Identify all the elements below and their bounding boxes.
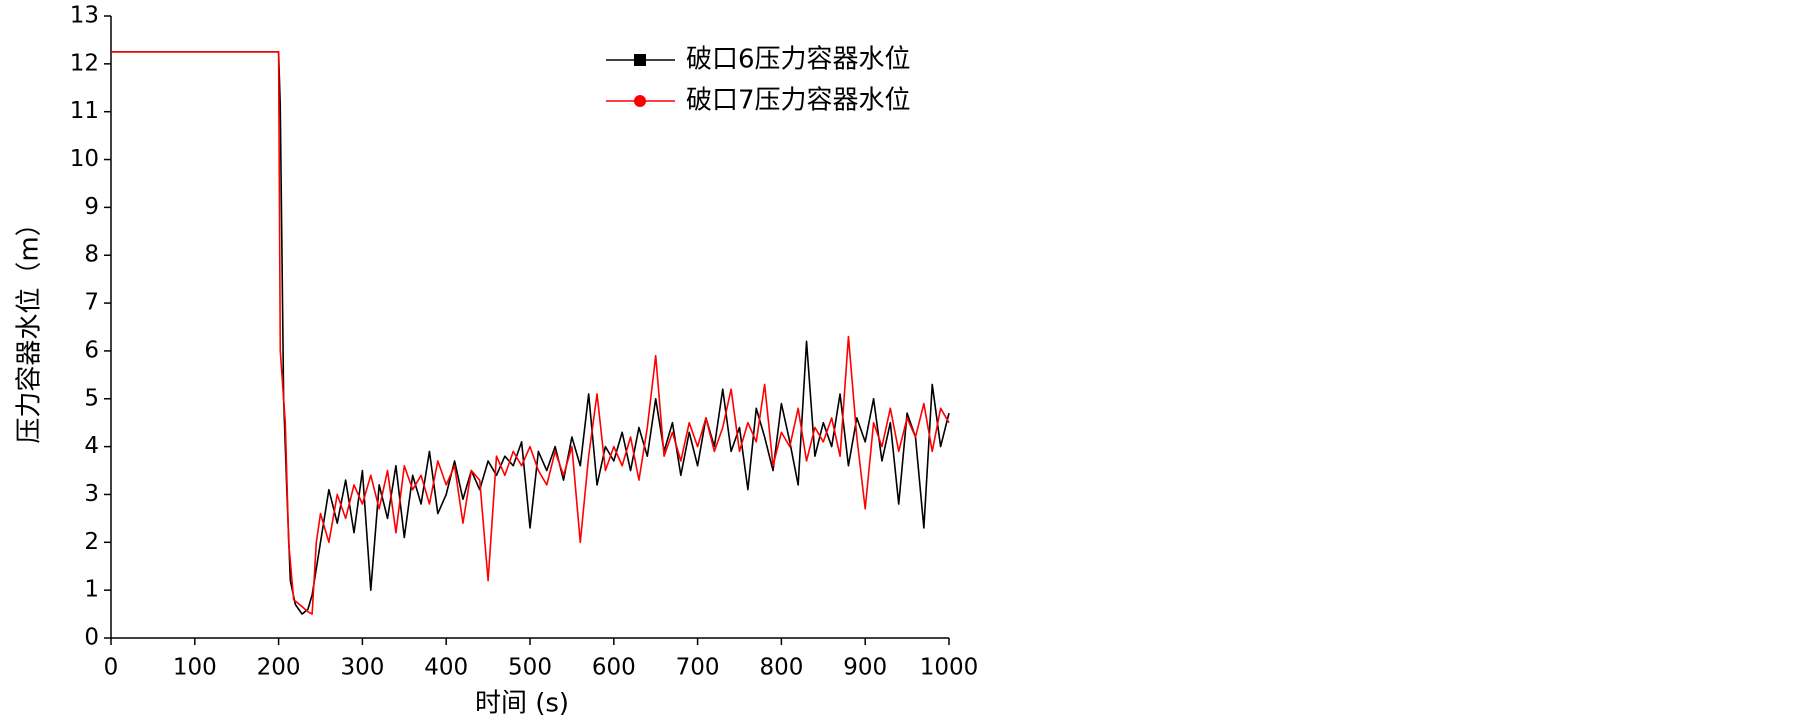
x-tick-label: 0 — [104, 655, 119, 681]
x-tick-label: 200 — [257, 655, 301, 681]
y-tick-label: 6 — [84, 337, 99, 363]
legend-label: 破口7压力容器水位 — [686, 86, 911, 116]
x-tick-label: 1000 — [920, 655, 979, 681]
y-tick-label: 3 — [84, 481, 99, 507]
x-tick-label: 300 — [340, 655, 384, 681]
x-tick-label: 100 — [173, 655, 217, 681]
y-tick-label: 13 — [70, 3, 99, 29]
x-axis-label: 时间 (s) — [475, 689, 569, 716]
y-tick-label: 5 — [84, 385, 99, 411]
y-tick-label: 10 — [70, 146, 99, 172]
legend-marker — [634, 95, 646, 107]
y-tick-label: 7 — [84, 290, 99, 316]
legend-marker — [634, 54, 646, 66]
data-line — [111, 51, 950, 615]
x-tick-label: 900 — [843, 655, 887, 681]
y-tick-label: 1 — [84, 577, 99, 603]
y-tick-label: 4 — [84, 433, 99, 459]
data-line — [111, 51, 950, 615]
y-tick-label: 0 — [84, 625, 99, 651]
x-tick-label: 400 — [424, 655, 468, 681]
x-tick-label: 700 — [676, 655, 720, 681]
x-tick-label: 500 — [508, 655, 552, 681]
x-tick-label: 600 — [592, 655, 636, 681]
y-axis-label: 压力容器水位（m） — [15, 210, 45, 443]
y-tick-label: 9 — [84, 194, 99, 220]
y-tick-label: 8 — [84, 242, 99, 268]
legend-label: 破口6压力容器水位 — [686, 45, 911, 75]
y-tick-label: 11 — [70, 98, 99, 124]
y-tick-label: 12 — [70, 50, 99, 76]
x-tick-label: 800 — [759, 655, 803, 681]
y-tick-label: 2 — [84, 529, 99, 555]
